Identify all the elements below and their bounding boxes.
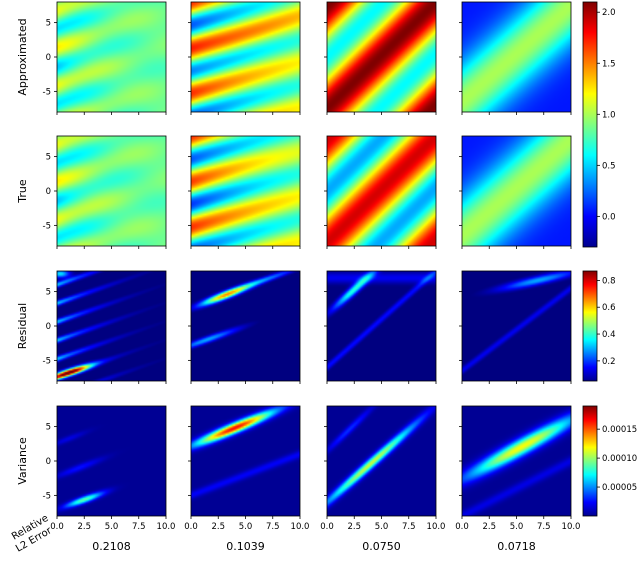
panel-variance-3: 0.0 2.5 5.0 7.5 10.0	[320, 405, 446, 532]
heatmap-image	[191, 2, 300, 112]
x-tick-label: 0.0	[50, 522, 64, 532]
error-value-2: 0.1039	[226, 540, 265, 553]
heatmap-grid: 5 0 -5 5 0 -5 5 0 -5 0.0 2.5 5.0 7.5 10.0 5 0 -5 0.0 2.5 5.…	[43, 1, 581, 532]
x-tick-label: 7.5	[537, 522, 551, 532]
panel-approximated-4	[459, 1, 572, 115]
y-tick-label: 0	[46, 457, 51, 467]
x-tick-label: 10.0	[562, 522, 581, 532]
y-tick-label: -5	[43, 87, 51, 97]
x-tick-label: 5.0	[105, 522, 119, 532]
heatmap-image	[57, 136, 166, 246]
error-value-4: 0.0718	[497, 540, 536, 553]
error-value-1: 0.2108	[92, 540, 131, 553]
x-tick-label: 5.0	[239, 522, 253, 532]
panel-variance-1: 0.0 2.5 5.0 7.5 10.0 5 0 -5	[43, 405, 176, 532]
heatmap-image	[191, 136, 300, 246]
x-tick-label: 7.5	[132, 522, 146, 532]
x-tick-label: 7.5	[266, 522, 280, 532]
heatmap-image	[462, 2, 571, 112]
panel-residual-1: 5 0 -5	[43, 270, 167, 384]
x-tick-label: 10.0	[427, 522, 446, 532]
x-tick-label: 0.0	[184, 522, 198, 532]
y-tick-label: 0	[46, 187, 51, 197]
y-tick-label: -5	[43, 356, 51, 366]
panel-approximated-1: 5 0 -5	[43, 1, 167, 115]
panel-true-4	[459, 135, 572, 249]
y-tick-label: 5	[46, 288, 51, 298]
y-tick-label: 5	[46, 423, 51, 433]
heatmap-image	[462, 406, 571, 516]
y-tick-label: 5	[46, 19, 51, 29]
panel-approximated-2	[188, 1, 301, 115]
y-tick-label: 0	[46, 322, 51, 332]
y-tick-label: 0	[46, 53, 51, 63]
colorbar-tick-label: 0.00015	[602, 425, 637, 435]
panel-true-3	[324, 135, 437, 249]
x-tick-label: 2.5	[347, 522, 361, 532]
x-tick-label: 5.0	[510, 522, 524, 532]
colorbar-gradient	[582, 270, 598, 382]
colorbar-3: 0.00015 0.00010 0.00005	[582, 405, 637, 517]
x-tick-label: 2.5	[77, 522, 91, 532]
colorbar-tick-label: 0.8	[602, 276, 616, 286]
row-label-true: True	[16, 179, 29, 204]
panel-residual-2	[188, 270, 301, 384]
x-tick-label: 5.0	[375, 522, 389, 532]
row-labels: Approximated True Residual Variance	[16, 18, 29, 484]
colorbar-gradient	[582, 405, 598, 517]
error-value-3: 0.0750	[362, 540, 401, 553]
heatmap-image	[57, 2, 166, 112]
colorbar-tick-label: 0.0	[602, 212, 616, 222]
heatmap-image	[462, 136, 571, 246]
row-label-residual: Residual	[16, 303, 29, 349]
panel-true-1: 5 0 -5	[43, 135, 167, 249]
panel-true-2	[188, 135, 301, 249]
panel-approximated-3	[324, 1, 437, 115]
heatmap-image	[191, 406, 300, 516]
x-tick-label: 10.0	[157, 522, 176, 532]
x-tick-label: 7.5	[402, 522, 416, 532]
colorbar-tick-label: 0.4	[602, 330, 616, 340]
colorbar-tick-label: 0.00010	[602, 454, 637, 464]
colorbar-gradient	[582, 1, 598, 248]
panel-variance-2: 0.0 2.5 5.0 7.5 10.0	[184, 405, 310, 532]
heatmap-image	[462, 271, 571, 381]
colorbar-tick-label: 1.5	[602, 59, 616, 69]
colorbar-tick-label: 1.0	[602, 110, 616, 120]
colorbar-tick-label: 2.0	[602, 8, 616, 18]
heatmap-image	[327, 2, 436, 112]
x-tick-label: 2.5	[211, 522, 225, 532]
colorbar-tick-label: 0.5	[602, 161, 616, 171]
panel-residual-3	[324, 270, 437, 384]
x-tick-label: 2.5	[482, 522, 496, 532]
heatmap-image	[327, 271, 436, 381]
heatmap-image	[57, 271, 166, 381]
colorbar-tick-label: 0.00005	[602, 483, 637, 493]
y-tick-label: -5	[43, 491, 51, 501]
x-tick-label: 0.0	[455, 522, 469, 532]
panel-variance-4: 0.0 2.5 5.0 7.5 10.0	[455, 405, 581, 532]
colorbars: 2.01.51.00.50.00.80.60.40.20.000150.0001…	[582, 1, 637, 517]
x-tick-label: 10.0	[291, 522, 310, 532]
heatmap-image	[57, 406, 166, 516]
colorbar-tick-label: 0.6	[602, 303, 616, 313]
row-label-approximated: Approximated	[16, 18, 29, 95]
x-tick-label: 0.0	[320, 522, 334, 532]
heatmap-image	[327, 136, 436, 246]
colorbar-tick-label: 0.2	[602, 357, 616, 367]
colorbar-1: 2.0 1.5 1.0 0.5 0.0	[582, 1, 616, 248]
panel-residual-4	[459, 270, 572, 384]
heatmap-image	[327, 406, 436, 516]
heatmap-image	[191, 271, 300, 381]
y-tick-label: -5	[43, 221, 51, 231]
row-label-variance: Variance	[16, 437, 29, 485]
colorbar-2: 0.8 0.6 0.4 0.2	[582, 270, 616, 382]
y-tick-label: 5	[46, 153, 51, 163]
